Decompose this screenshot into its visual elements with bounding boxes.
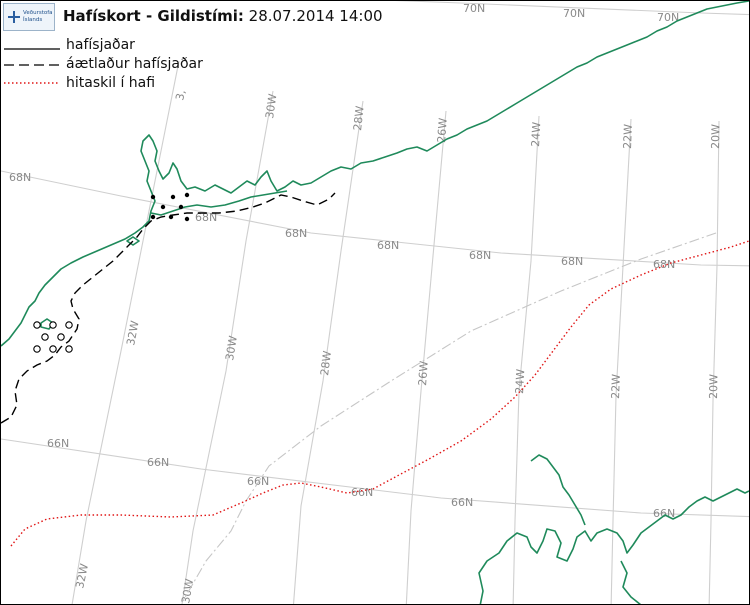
iceland-coastline (478, 488, 749, 604)
ice-dot (168, 214, 174, 220)
lon-label-22w-top: 22W (621, 124, 635, 149)
lon-label-28w-top: 28W (351, 105, 367, 131)
ocean-front-line (10, 240, 749, 547)
ice-ring (41, 333, 49, 341)
lon-label-20w-mid: 20W (707, 374, 720, 399)
lat-label-68n-6: 68N (561, 255, 583, 268)
ice-dot (184, 216, 190, 222)
lon-label-24w-mid: 24W (513, 369, 527, 395)
legend-item-ice-edge: hafísjaðar (4, 35, 203, 54)
legend-label-ice-edge: hafísjaðar (66, 36, 135, 53)
meridian-line-26w (405, 110, 447, 604)
ice-ring (57, 333, 65, 341)
lon-label-20w-top: 20W (709, 124, 722, 149)
ice-dot (160, 204, 166, 210)
latitude-line-70n (394, 1, 749, 16)
lon-label-30w-top: 30W (263, 93, 279, 120)
latitude-line-68n (1, 170, 749, 267)
ice-ring (33, 321, 41, 329)
lon-label-32w-mid: 32W (124, 320, 142, 347)
meridian-line-20w (708, 120, 720, 604)
lat-label-68n-5: 68N (469, 249, 491, 262)
lat-label-66n-1: 66N (47, 437, 69, 450)
lon-label-24w-top: 24W (529, 122, 543, 148)
ice-dot (150, 194, 156, 200)
legend-label-estimated-ice-edge: áætlaður hafísjaðar (66, 55, 203, 72)
lat-label-70n-1: 70N (463, 2, 485, 15)
logo-text-line1: Veðurstofa (23, 10, 53, 16)
map-legend: hafísjaðar áætlaður hafísjaðar hitaskil … (4, 35, 203, 92)
latitude-line-66n (1, 438, 749, 518)
greenland-island-2 (126, 236, 140, 246)
ice-ring (65, 345, 73, 353)
vedurstofa-logo: Veðurstofa Íslands (3, 2, 55, 31)
meridian-line-30w (181, 90, 274, 604)
ice-ring (33, 345, 41, 353)
estimated-ice-edge-line (1, 192, 336, 424)
ice-ring (49, 345, 57, 353)
legend-swatch-dotted (4, 81, 60, 84)
lat-label-68n-2: 68N (195, 211, 217, 224)
legend-swatch-solid (4, 47, 60, 50)
legend-item-estimated-ice-edge: áætlaður hafísjaðar (4, 54, 203, 73)
lon-label-26w-top: 26W (435, 117, 450, 143)
lat-label-66n-5: 66N (451, 496, 473, 509)
lon-label-28w-mid: 28W (318, 350, 334, 376)
logo-text: Veðurstofa Íslands (23, 10, 53, 23)
greenland-coastline-inner (150, 190, 288, 216)
lat-label-70n-3: 70N (657, 11, 679, 24)
chart-header: Veðurstofa Íslands Hafískort - Gildistím… (1, 1, 383, 31)
logo-text-line2: Íslands (23, 16, 43, 23)
ice-dot (178, 204, 184, 210)
chart-title-label: Hafískort - Gildistími: (63, 7, 244, 25)
ice-dot (184, 192, 190, 198)
lon-label-26w-mid: 26W (416, 360, 431, 386)
legend-label-ocean-front: hitaskil í hafi (66, 74, 156, 91)
ice-ring (65, 321, 73, 329)
vedurstofa-logo-icon (7, 10, 21, 24)
ice-dot (150, 214, 156, 220)
meridian-line-22w (610, 118, 632, 604)
greenland-coastline (1, 1, 749, 347)
meridian-line-28w (292, 100, 364, 604)
meridian-line-32w (71, 60, 180, 604)
ice-dot (170, 194, 176, 200)
chart-title: Hafískort - Gildistími: 28.07.2014 14:00 (63, 7, 383, 25)
legend-item-ocean-front: hitaskil í hafi (4, 73, 203, 92)
lat-label-70n-2: 70N (563, 7, 585, 20)
legend-swatch-dashed (4, 63, 60, 66)
ice-concentration-symbols (33, 192, 190, 353)
lon-label-32w-bottom: 32W (73, 562, 91, 589)
lat-label-66n-3: 66N (247, 475, 269, 488)
lat-label-68n-1: 68N (9, 171, 31, 184)
ice-ring (49, 321, 57, 329)
chart-title-datetime: 28.07.2014 14:00 (248, 7, 383, 25)
lon-label-22w-mid: 22W (609, 374, 623, 399)
lon-label-partial: 3, (173, 89, 188, 102)
lat-label-68n-7: 68N (653, 258, 675, 271)
iceland-coastline-west (530, 454, 586, 526)
eez-boundary-line (182, 232, 717, 602)
lat-label-66n-4: 66N (351, 486, 373, 499)
meridian-line-24w (512, 115, 540, 604)
lon-label-30w-mid: 30W (223, 335, 240, 362)
graticule-labels: 70N 70N 70N 68N 68N 68N 68N 68N 68N 68N … (9, 2, 722, 604)
lon-label-30w-bottom: 30W (179, 578, 196, 604)
lat-label-68n-4: 68N (377, 239, 399, 252)
lat-label-66n-2: 66N (147, 456, 169, 469)
lat-label-68n-3: 68N (285, 227, 307, 240)
